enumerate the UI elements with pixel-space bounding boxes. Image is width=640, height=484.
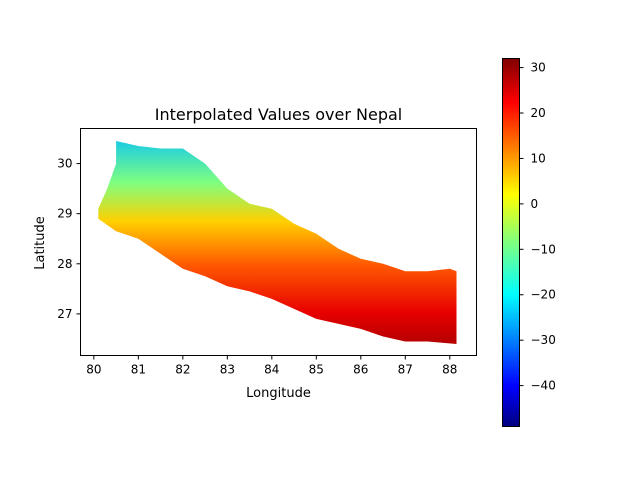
y-tick-label: 30: [57, 157, 72, 171]
heatmap-fill: [98, 141, 457, 344]
colorbar-tick-label: −20: [531, 288, 556, 302]
colorbar-tick-label: −40: [531, 379, 556, 393]
x-tick-label: 83: [220, 363, 235, 377]
colorbar-tick-label: 30: [531, 61, 546, 75]
x-tick-label: 84: [264, 363, 279, 377]
colorbar: [502, 58, 520, 427]
x-tick-label: 82: [175, 363, 190, 377]
x-tick-label: 86: [353, 363, 368, 377]
y-tick-label: 29: [57, 207, 72, 221]
colorbar-tick-label: 10: [531, 151, 546, 165]
chart-title: Interpolated Values over Nepal: [155, 105, 402, 124]
y-axis-ticks: 27 28 29 30: [57, 157, 81, 321]
colorbar-tick-label: 0: [531, 197, 539, 211]
x-tick-label: 87: [398, 363, 413, 377]
x-tick-label: 88: [442, 363, 457, 377]
y-tick-label: 28: [57, 257, 72, 271]
x-axis-label: Longitude: [246, 386, 311, 401]
colorbar-tick-label: −30: [531, 333, 556, 347]
colorbar-tick-label: 20: [531, 106, 546, 120]
x-tick-label: 81: [131, 363, 146, 377]
colorbar-tick-label: −10: [531, 242, 556, 256]
x-tick-label: 85: [309, 363, 324, 377]
heatmap-region: [98, 141, 457, 344]
colorbar-ticks: 30 20 10 0 −10 −20 −30 −40: [519, 61, 556, 393]
y-tick-label: 27: [57, 307, 72, 321]
plot-frame: [80, 128, 477, 356]
x-tick-label: 80: [86, 363, 101, 377]
y-axis-label: Latitude: [33, 216, 48, 270]
x-axis-ticks: 80 81 82 83 84 85 86 87 88: [86, 355, 457, 377]
